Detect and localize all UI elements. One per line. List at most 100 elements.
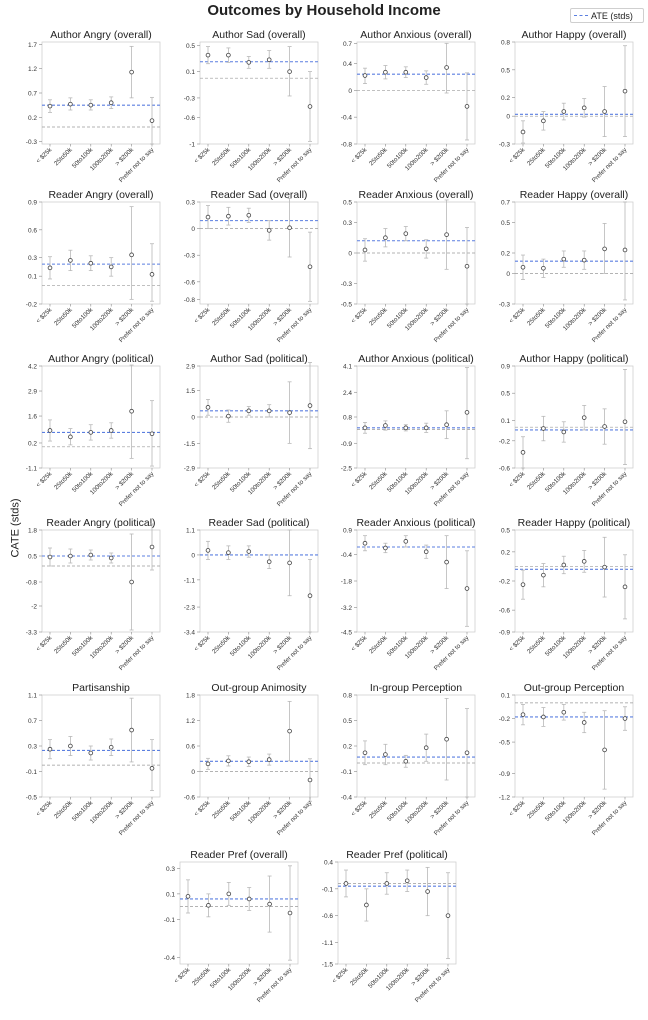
data-point — [403, 69, 409, 75]
data-point — [185, 894, 191, 899]
y-tick-label: 0.2 — [501, 95, 510, 102]
x-tick-label: 100to200k — [404, 799, 430, 825]
y-tick-label: 0.9 — [501, 364, 510, 371]
plot-frame — [514, 41, 634, 145]
data-point — [384, 881, 390, 886]
y-tick-label: 0.6 — [28, 227, 37, 234]
x-tick-label: 100to200k — [89, 470, 115, 496]
x-tick-label: 100to200k — [562, 634, 588, 660]
y-tick-label: 1.1 — [186, 528, 195, 535]
y-tick-label: 0.1 — [501, 693, 510, 700]
data-point — [383, 235, 388, 241]
chart-panel: Reader Angry (overall) -0.2 0.1 0.3 0.6 0.9 < … — [26, 189, 161, 344]
y-tick-label: 4.2 — [28, 364, 37, 371]
data-point — [423, 246, 429, 252]
y-tick-label: 0.3 — [166, 866, 175, 873]
y-tick-label: -2 — [31, 604, 37, 611]
data-point — [520, 129, 526, 135]
chart-panel: Author Angry (political) -1.1 0.2 1.6 2.9 4.2… — [26, 353, 161, 508]
x-tick-label: Prefer not to say — [276, 634, 314, 672]
y-tick-label: -2.5 — [341, 466, 353, 473]
plot-frame — [514, 694, 634, 798]
data-point — [266, 57, 272, 63]
data-point — [246, 213, 252, 218]
chart-title: Author Happy (political) — [519, 353, 628, 365]
x-tick-label: Prefer not to say — [591, 470, 629, 508]
chart-panel: Reader Anxious (political) -4.5 -3.2 -1.8 -0… — [341, 517, 476, 672]
x-tick-label: 100to200k — [404, 146, 430, 172]
figure-title: Outcomes by Household Income — [207, 2, 441, 19]
data-point — [68, 743, 73, 749]
chart-panel: Author Happy (political) -0.6 -0.2 0.1 0.5 0.… — [499, 353, 634, 508]
data-point — [246, 896, 252, 902]
data-point — [88, 552, 94, 558]
y-tick-label: -0.3 — [499, 142, 511, 149]
y-tick-label: -0.2 — [499, 579, 511, 586]
data-point — [520, 450, 526, 455]
y-tick-label: -0.6 — [499, 466, 511, 473]
chart-title: Author Sad (political) — [210, 353, 307, 365]
x-tick-label: 100to200k — [89, 799, 115, 825]
x-tick-label: 100to200k — [404, 306, 430, 332]
x-tick-label: < $25k — [350, 634, 369, 653]
plot-frame — [41, 529, 161, 633]
chart-panel: Author Anxious (overall) -0.8 -0.4 0 0.4 0.7 <… — [341, 29, 476, 184]
chart-title: Reader Sad (political) — [209, 517, 310, 529]
data-point — [226, 758, 231, 764]
chart-title: Partisanship — [72, 682, 130, 694]
x-tick-label: < $25k — [193, 634, 212, 653]
x-tick-label: < $25k — [350, 799, 369, 818]
data-point — [362, 247, 368, 253]
x-tick-label: 100to200k — [562, 146, 588, 172]
legend: ATE (stds) — [570, 8, 644, 23]
data-point — [108, 744, 114, 750]
y-tick-label: 2.4 — [343, 390, 352, 397]
y-tick-label: -0.8 — [184, 297, 196, 304]
x-tick-label: Prefer not to say — [118, 634, 156, 672]
data-point — [403, 539, 409, 544]
y-tick-label: 0 — [191, 226, 195, 233]
y-tick-label: -1.1 — [184, 577, 196, 584]
y-tick-label: -0.9 — [499, 771, 511, 778]
data-point — [464, 750, 470, 756]
data-point — [68, 101, 73, 107]
data-point — [520, 264, 526, 270]
chart-panel: Author Sad (overall) -1 -0.6 -0.3 0.1 0.5 < $2… — [184, 29, 319, 184]
data-point — [266, 408, 272, 414]
chart-panel: In-group Perception -0.4 -0.1 0.2 0.5 0.8 < $2… — [341, 682, 476, 837]
y-tick-label: 0.3 — [28, 255, 37, 262]
chart-panel: Reader Anxious (overall) -0.5 -0.3 0 0.3 0.5 <… — [341, 189, 476, 344]
x-tick-label: Prefer not to say — [591, 146, 629, 184]
x-tick-label: Prefer not to say — [433, 799, 471, 837]
data-point — [581, 105, 587, 111]
plot-frame — [199, 694, 319, 798]
y-tick-label: 0.5 — [501, 67, 510, 74]
data-point — [205, 548, 211, 553]
data-point — [541, 426, 546, 431]
data-point — [444, 559, 449, 565]
data-point — [129, 69, 134, 75]
data-point — [444, 65, 449, 70]
x-tick-label: < $25k — [35, 634, 54, 653]
data-point — [129, 727, 134, 733]
y-tick-label: 2.9 — [186, 364, 195, 371]
x-tick-label: 100to200k — [562, 470, 588, 496]
data-point — [561, 429, 567, 435]
x-tick-label: Prefer not to say — [118, 146, 156, 184]
x-tick-label: Prefer not to say — [591, 799, 629, 837]
data-point — [561, 256, 567, 262]
y-tick-label: -0.9 — [341, 441, 353, 448]
y-tick-label: -3.2 — [341, 605, 353, 612]
y-tick-label: 1.5 — [186, 388, 195, 395]
data-point — [425, 889, 430, 894]
data-point — [383, 423, 388, 428]
chart-panel: Reader Happy (political) -0.9 -0.6 -0.2 0.2 0… — [499, 517, 634, 672]
x-tick-label: 100to200k — [404, 634, 430, 660]
y-tick-label: -0.2 — [499, 438, 511, 445]
chart-title: Author Happy (overall) — [521, 29, 626, 41]
data-point — [602, 424, 607, 429]
y-tick-label: -0.3 — [341, 281, 353, 288]
data-point — [88, 102, 94, 108]
data-point — [108, 100, 114, 106]
